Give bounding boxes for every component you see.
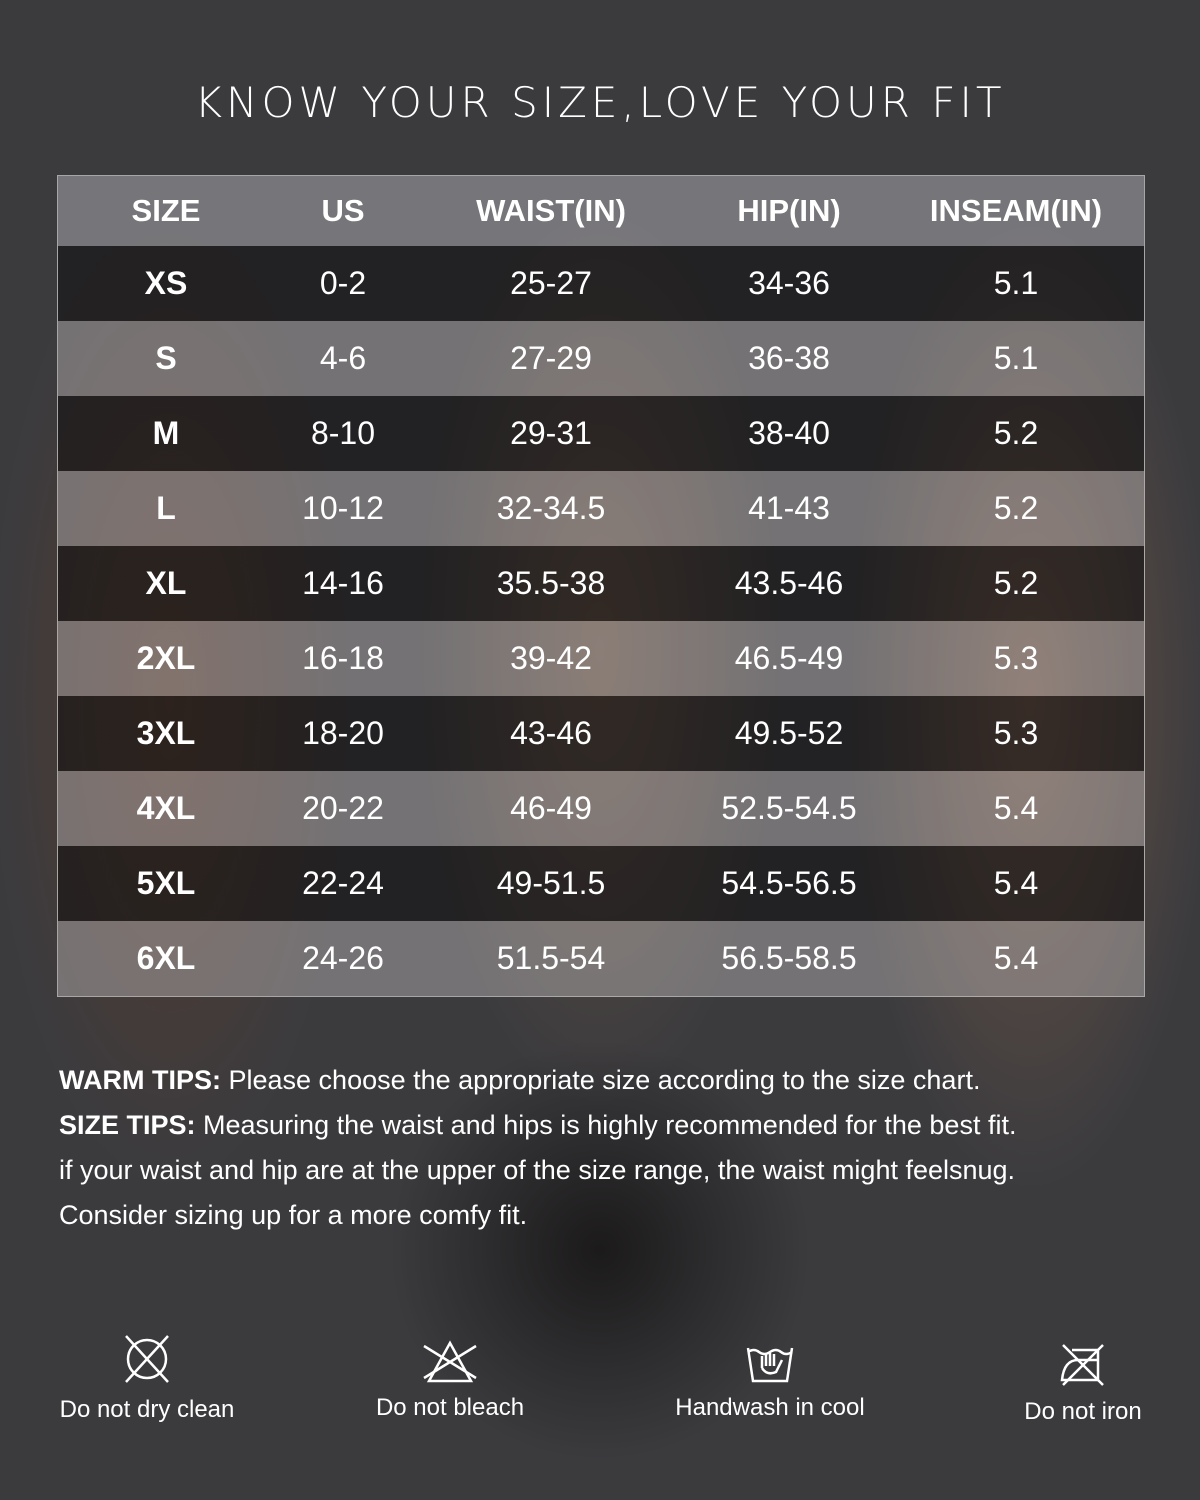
cell-inseam: 5.1	[993, 340, 1039, 376]
cell-us: 22-24	[302, 865, 384, 901]
cell-hip: 38-40	[748, 415, 830, 451]
care-label: Handwash in cool	[675, 1394, 865, 1421]
tips-line-4: Consider sizing up for a more comfy fit.	[59, 1200, 528, 1230]
table-row: XS 0-2 25-27 34-36 5.1	[58, 246, 1144, 321]
cell-hip: 34-36	[748, 265, 830, 301]
care-no-dry-clean: Do not dry clean	[40, 1332, 254, 1424]
header-size: SIZE	[131, 193, 201, 228]
table-row: 3XL 18-20 43-46 49.5-52 5.3	[58, 696, 1144, 771]
size-tips-text: Measuring the waist and hips is highly r…	[195, 1110, 1017, 1140]
header-waist: WAIST(IN)	[476, 193, 626, 228]
cell-inseam: 5.3	[993, 715, 1039, 751]
size-tips-label: SIZE TIPS:	[59, 1110, 196, 1140]
table-row: 5XL 22-24 49-51.5 54.5-56.5 5.4	[58, 846, 1144, 921]
table-row: S 4-6 27-29 36-38 5.1	[58, 321, 1144, 396]
cell-size: 2XL	[136, 640, 196, 676]
no-iron-icon	[1060, 1344, 1104, 1386]
cell-size: 6XL	[136, 940, 196, 976]
cell-us: 24-26	[302, 940, 384, 976]
cell-waist: 27-29	[510, 340, 592, 376]
cell-inseam: 5.2	[993, 565, 1039, 601]
cell-size: XS	[144, 265, 188, 301]
cell-hip: 41-43	[748, 490, 830, 526]
cell-us: 16-18	[302, 640, 384, 676]
no-bleach-icon	[423, 1340, 477, 1383]
cell-inseam: 5.3	[993, 640, 1039, 676]
cell-size: L	[156, 490, 176, 526]
header-inseam: INSEAM(IN)	[929, 193, 1103, 228]
table-row: L 10-12 32-34.5 41-43 5.2	[58, 471, 1144, 546]
care-no-bleach: Do not bleach	[350, 1340, 550, 1422]
care-label: Do not bleach	[375, 1394, 525, 1421]
cell-waist: 49-51.5	[496, 865, 606, 901]
table-row: 2XL 16-18 39-42 46.5-49 5.3	[58, 621, 1144, 696]
cell-inseam: 5.2	[993, 415, 1039, 451]
table-row: 6XL 24-26 51.5-54 56.5-58.5 5.4	[58, 921, 1144, 996]
cell-us: 14-16	[302, 565, 384, 601]
cell-hip: 52.5-54.5	[721, 790, 857, 826]
cell-size: S	[155, 340, 177, 376]
page-title: KNOW YOUR SIZE,LOVE YOUR FIT	[194, 78, 1006, 127]
cell-inseam: 5.4	[993, 940, 1039, 976]
header-us: US	[321, 193, 365, 228]
tips-text: WARM TIPS: Please choose the appropriate…	[59, 1058, 1169, 1238]
handwash-icon	[746, 1347, 794, 1383]
table-row: XL 14-16 35.5-38 43.5-46 5.2	[58, 546, 1144, 621]
cell-waist: 25-27	[510, 265, 592, 301]
cell-hip: 46.5-49	[734, 640, 844, 676]
cell-inseam: 5.4	[993, 865, 1039, 901]
cell-size: XL	[145, 565, 187, 601]
cell-us: 0-2	[319, 265, 367, 301]
cell-us: 20-22	[302, 790, 384, 826]
cell-waist: 51.5-54	[496, 940, 606, 976]
cell-inseam: 5.1	[993, 265, 1039, 301]
cell-waist: 39-42	[510, 640, 592, 676]
cell-waist: 32-34.5	[496, 490, 606, 526]
care-handwash: Handwash in cool	[660, 1344, 880, 1422]
cell-size: 3XL	[136, 715, 196, 751]
cell-hip: 56.5-58.5	[721, 940, 857, 976]
cell-hip: 54.5-56.5	[721, 865, 857, 901]
cell-inseam: 5.2	[993, 490, 1039, 526]
size-chart-table: SIZE US WAIST(IN) HIP(IN) INSEAM(IN) XS 0…	[57, 175, 1145, 997]
cell-waist: 35.5-38	[496, 565, 606, 601]
care-label: Do not iron	[1024, 1398, 1142, 1425]
cell-waist: 43-46	[510, 715, 592, 751]
care-label: Do not dry clean	[59, 1396, 235, 1423]
cell-size: 4XL	[136, 790, 196, 826]
care-no-iron: Do not iron	[1000, 1342, 1166, 1426]
table-header: SIZE US WAIST(IN) HIP(IN) INSEAM(IN)	[58, 176, 1144, 246]
tips-line-3: if your waist and hip are at the upper o…	[59, 1155, 1016, 1185]
cell-size: M	[152, 415, 180, 451]
cell-inseam: 5.4	[993, 790, 1039, 826]
cell-us: 8-10	[310, 415, 376, 451]
warm-tips-text: Please choose the appropriate size accor…	[221, 1065, 981, 1095]
cell-us: 4-6	[319, 340, 367, 376]
warm-tips-label: WARM TIPS:	[59, 1065, 221, 1095]
cell-us: 18-20	[302, 715, 384, 751]
cell-us: 10-12	[302, 490, 384, 526]
no-dry-clean-icon	[125, 1335, 169, 1383]
cell-hip: 36-38	[748, 340, 830, 376]
table-row: 4XL 20-22 46-49 52.5-54.5 5.4	[58, 771, 1144, 846]
table-row: M 8-10 29-31 38-40 5.2	[58, 396, 1144, 471]
cell-hip: 43.5-46	[734, 565, 844, 601]
cell-size: 5XL	[136, 865, 196, 901]
header-hip: HIP(IN)	[737, 193, 841, 228]
cell-waist: 46-49	[510, 790, 592, 826]
cell-hip: 49.5-52	[734, 715, 844, 751]
cell-waist: 29-31	[510, 415, 592, 451]
